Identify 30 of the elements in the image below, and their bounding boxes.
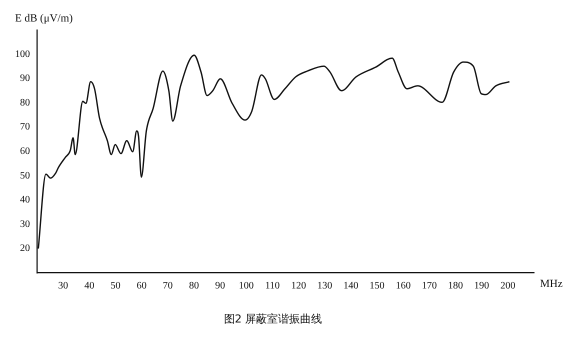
y-tick-label: 70 [20, 122, 30, 133]
x-tick-label: 160 [396, 280, 411, 292]
x-axis-title: MHz [540, 278, 563, 290]
y-tick-label: 80 [20, 97, 30, 108]
y-tick-label: 60 [20, 146, 30, 158]
y-tick-label: 90 [20, 73, 30, 84]
y-tick-label: 40 [20, 194, 30, 206]
x-tick-label: 30 [58, 280, 68, 292]
x-tick-label: 50 [110, 280, 120, 292]
x-tick-label: 90 [215, 280, 226, 292]
y-tick-label: 20 [20, 243, 30, 254]
y-tick-label: 100 [15, 48, 30, 60]
x-tick-label: 130 [317, 280, 332, 292]
x-tick-label: 190 [474, 280, 490, 292]
y-tick-label: 30 [20, 218, 30, 230]
y-axis-title: E dB (μV/m) [15, 12, 74, 24]
x-tick-label: 180 [448, 280, 464, 292]
y-tick-label: 50 [20, 170, 30, 182]
x-tick-label: 170 [422, 280, 437, 292]
x-tick-label: 140 [343, 280, 358, 292]
x-tick-label: 200 [500, 280, 516, 292]
x-tick-label: 70 [162, 280, 173, 292]
text: 图2 屏蔽室谐振曲线 [224, 312, 322, 326]
x-tick-label: 40 [84, 280, 94, 292]
x-tick-label: 150 [370, 280, 385, 292]
x-tick-label: 110 [265, 280, 280, 292]
x-tick-label: 80 [188, 280, 199, 292]
x-tick-label: 100 [238, 280, 254, 292]
x-tick-label: 120 [291, 280, 306, 292]
x-tick-label: 60 [136, 280, 147, 292]
